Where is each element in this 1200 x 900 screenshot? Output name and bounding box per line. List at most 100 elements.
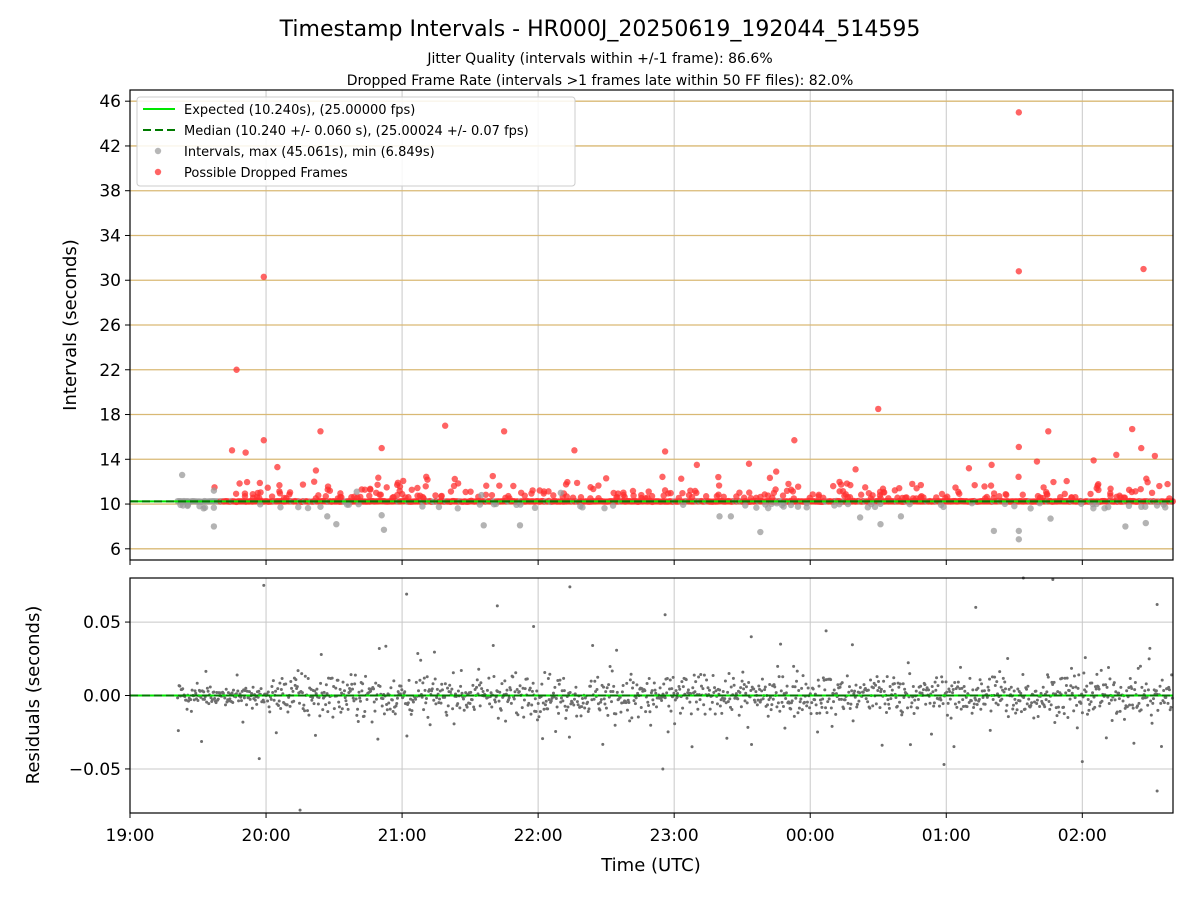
residual-point	[440, 688, 444, 692]
residual-point	[821, 697, 825, 701]
residual-point	[650, 689, 654, 693]
residual-point	[1128, 703, 1132, 707]
residual-point	[231, 700, 235, 704]
residual-point	[792, 714, 796, 718]
residual-point	[414, 680, 418, 684]
residual-point	[472, 705, 476, 709]
dropped-frame-outlier-point	[745, 460, 753, 467]
residual-point	[672, 691, 676, 695]
residual-point	[1026, 684, 1030, 688]
dropped-frame-point	[847, 481, 854, 489]
interval-outlier-point	[324, 513, 331, 520]
dropped-frame-point	[644, 494, 651, 501]
residual-point	[1015, 708, 1019, 712]
residual-point	[628, 678, 632, 682]
residual-point	[732, 683, 736, 687]
residual-point	[303, 674, 307, 678]
residual-point	[858, 691, 862, 695]
dropped-frame-point	[846, 494, 854, 501]
residual-point	[450, 687, 454, 691]
residual-point	[266, 699, 270, 703]
residual-point	[842, 707, 846, 711]
residual-point	[843, 698, 847, 702]
residual-point	[480, 687, 484, 691]
residual-point	[645, 681, 649, 685]
residual-point	[829, 706, 833, 710]
residual-point	[1007, 687, 1011, 691]
residual-point	[758, 687, 762, 691]
residual-point	[452, 722, 456, 726]
dropped-frame-point	[1019, 491, 1026, 498]
residual-point	[559, 696, 563, 700]
residual-point	[540, 682, 544, 686]
residual-point	[1034, 689, 1038, 693]
dropped-frame-point	[432, 492, 439, 499]
residual-point	[1117, 697, 1121, 701]
residual-point	[500, 682, 504, 686]
residual-outlier-point	[974, 605, 978, 609]
residual-point	[752, 687, 756, 691]
dropped-frame-point	[400, 477, 407, 485]
residual-point	[601, 742, 605, 746]
residual-point	[1160, 678, 1164, 682]
intervals-y-tick-label: 10	[99, 495, 121, 515]
residual-point	[690, 745, 694, 749]
residual-point	[1104, 736, 1108, 740]
residual-point	[313, 733, 317, 737]
residual-outlier-point	[1155, 602, 1159, 606]
residual-point	[426, 715, 430, 719]
residual-point	[290, 686, 294, 690]
dropped-frame-point	[483, 482, 490, 489]
residual-point	[882, 689, 886, 693]
dropped-frame-point	[691, 487, 699, 495]
dropped-frame-point	[357, 493, 364, 501]
residual-point	[1005, 703, 1009, 707]
residual-point	[189, 698, 193, 702]
residual-point	[575, 700, 579, 704]
dropped-frame-outlier-point	[693, 461, 701, 469]
residual-point	[189, 709, 193, 713]
residual-point	[1152, 697, 1156, 701]
residual-point	[636, 691, 640, 695]
interval-point	[803, 504, 810, 511]
residual-point	[325, 692, 329, 696]
interval-point	[609, 502, 617, 509]
residual-point	[267, 705, 271, 709]
residual-outlier-point	[824, 629, 828, 633]
residual-point	[430, 687, 434, 691]
dropped-frame-point	[396, 487, 403, 494]
residual-point	[462, 708, 466, 712]
residual-point	[509, 688, 513, 692]
residual-point	[858, 686, 862, 690]
dropped-frame-point	[569, 494, 577, 501]
residual-point	[934, 688, 938, 692]
residual-point	[432, 650, 436, 654]
legend-dropped-label: Possible Dropped Frames	[184, 166, 348, 181]
residual-point	[681, 685, 685, 689]
dropped-frame-point	[830, 482, 837, 490]
interval-outlier-point	[353, 488, 360, 495]
residual-point	[953, 702, 957, 706]
residual-point	[996, 703, 1000, 707]
residual-point	[1080, 711, 1084, 715]
residual-point	[546, 677, 550, 681]
residual-point	[799, 697, 803, 701]
residual-point	[820, 705, 824, 709]
residual-point	[773, 685, 777, 689]
residual-point	[562, 676, 566, 680]
residual-point	[443, 682, 447, 686]
residual-point	[866, 700, 870, 704]
time-x-tick-label: 21:00	[378, 826, 427, 846]
residual-point	[772, 683, 776, 687]
dropped-frame-point	[324, 486, 331, 493]
residual-point	[284, 682, 288, 686]
residual-point	[599, 698, 603, 702]
dropped-frame-point	[573, 479, 581, 487]
dropped-frame-outlier-point	[1140, 265, 1147, 273]
residual-point	[516, 713, 520, 717]
dropped-frame-point	[820, 494, 827, 502]
residual-point	[358, 696, 362, 700]
residual-point	[543, 670, 547, 674]
interval-point	[1089, 500, 1096, 508]
interval-point	[577, 503, 584, 510]
